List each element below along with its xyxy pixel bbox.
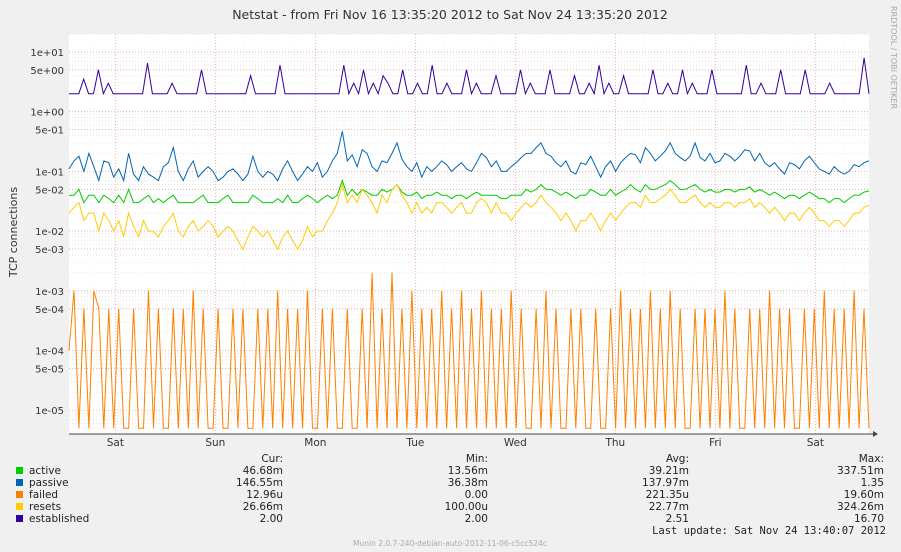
legend-swatch-active	[16, 467, 23, 474]
x-tick-label: Mon	[304, 437, 326, 449]
x-tick-label: Sat	[807, 437, 824, 449]
legend-min-passive: 36.38m	[448, 477, 488, 489]
y-tick-labels: 1e+01 5e+00 1e+00 5e-01 1e-01 5e-02 1e-02 5e-03…	[30, 48, 64, 417]
series-line-resets	[68, 182, 870, 251]
y-tick-label: 1e-01	[35, 167, 64, 178]
legend-min-established: 2.00	[465, 513, 488, 525]
y-tick-label: 5e-01	[35, 126, 64, 137]
footer-version: Munin 2.0.7-240-debian-auto-2012-11-06-c…	[353, 539, 547, 548]
y-tick-label: 5e-03	[35, 245, 64, 256]
x-tick-label: Thu	[604, 437, 625, 449]
legend-max-established: 16.70	[854, 513, 884, 525]
y-tick-label: 1e-03	[35, 287, 64, 298]
grid	[69, 33, 869, 435]
legend-swatch-passive	[16, 479, 23, 486]
legend-min-resets: 100.00u	[445, 501, 488, 513]
legend-header: Cur:	[261, 453, 283, 465]
series-line-established	[69, 57, 870, 96]
legend-max-failed: 19.60m	[844, 489, 884, 501]
legend-cur-resets: 26.66m	[243, 501, 283, 513]
y-tick-label: 5e+00	[30, 66, 64, 77]
legend-max-active: 337.51m	[837, 465, 884, 477]
series-line-active	[69, 179, 870, 204]
last-update: Last update: Sat Nov 24 13:40:07 2012	[652, 525, 886, 537]
legend-avg-established: 2.51	[666, 513, 689, 525]
y-tick-label: 1e+00	[30, 108, 64, 119]
y-axis-label: TCP connections	[7, 187, 20, 278]
legend-name-passive: passive	[29, 477, 69, 489]
x-axis-arrow	[873, 431, 878, 437]
legend-header: Max:	[859, 453, 884, 465]
y-tick-label: 1e+01	[30, 48, 64, 59]
legend-cur-active: 46.68m	[243, 465, 283, 477]
legend-header: Avg:	[666, 453, 689, 465]
y-tick-label: 5e-04	[35, 305, 64, 316]
legend-name-established: established	[29, 513, 89, 525]
chart-title: Netstat - from Fri Nov 16 13:35:20 2012 …	[232, 7, 668, 22]
legend-avg-failed: 221.35u	[646, 489, 689, 501]
legend-max-passive: 1.35	[861, 477, 884, 489]
legend-min-active: 13.56m	[448, 465, 488, 477]
x-tick-label: Wed	[504, 437, 527, 449]
rrdtool-watermark: RRDTOOL / TOBI OETIKER	[889, 6, 898, 109]
series-line-failed	[68, 272, 870, 429]
x-tick-label: Sun	[205, 437, 225, 449]
x-tick-label: Tue	[405, 437, 424, 449]
legend-avg-resets: 22.77m	[649, 501, 689, 513]
legend-cur-established: 2.00	[260, 513, 283, 525]
series-lines	[68, 57, 870, 429]
series-line-passive	[68, 131, 870, 183]
legend-min-failed: 0.00	[465, 489, 488, 501]
y-tick-label: 1e-04	[35, 347, 64, 358]
legend-name-resets: resets	[29, 501, 61, 513]
legend-name-failed: failed	[29, 489, 58, 501]
legend-max-resets: 324.26m	[837, 501, 884, 513]
y-tick-label: 1e-02	[35, 227, 64, 238]
legend: Cur: Min: Avg: Max: active 46.68m 13.56m 39.21m…	[16, 453, 884, 525]
x-tick-label: Sat	[107, 437, 124, 449]
x-tick-label: Fri	[709, 437, 722, 449]
legend-swatch-resets	[16, 503, 23, 510]
legend-swatch-failed	[16, 491, 23, 498]
legend-avg-passive: 137.97m	[642, 477, 689, 489]
legend-cur-failed: 12.96u	[246, 489, 283, 501]
y-tick-label: 5e-05	[35, 365, 64, 376]
y-tick-label: 1e-05	[35, 406, 64, 417]
legend-avg-active: 39.21m	[649, 465, 689, 477]
legend-header: Min:	[466, 453, 488, 465]
legend-name-active: active	[29, 465, 61, 477]
x-tick-labels: Sat Sun Mon Tue Wed Thu Fri Sat	[107, 437, 824, 449]
legend-swatch-established	[16, 515, 23, 522]
legend-cur-passive: 146.55m	[236, 477, 283, 489]
y-tick-label: 5e-02	[35, 185, 64, 196]
